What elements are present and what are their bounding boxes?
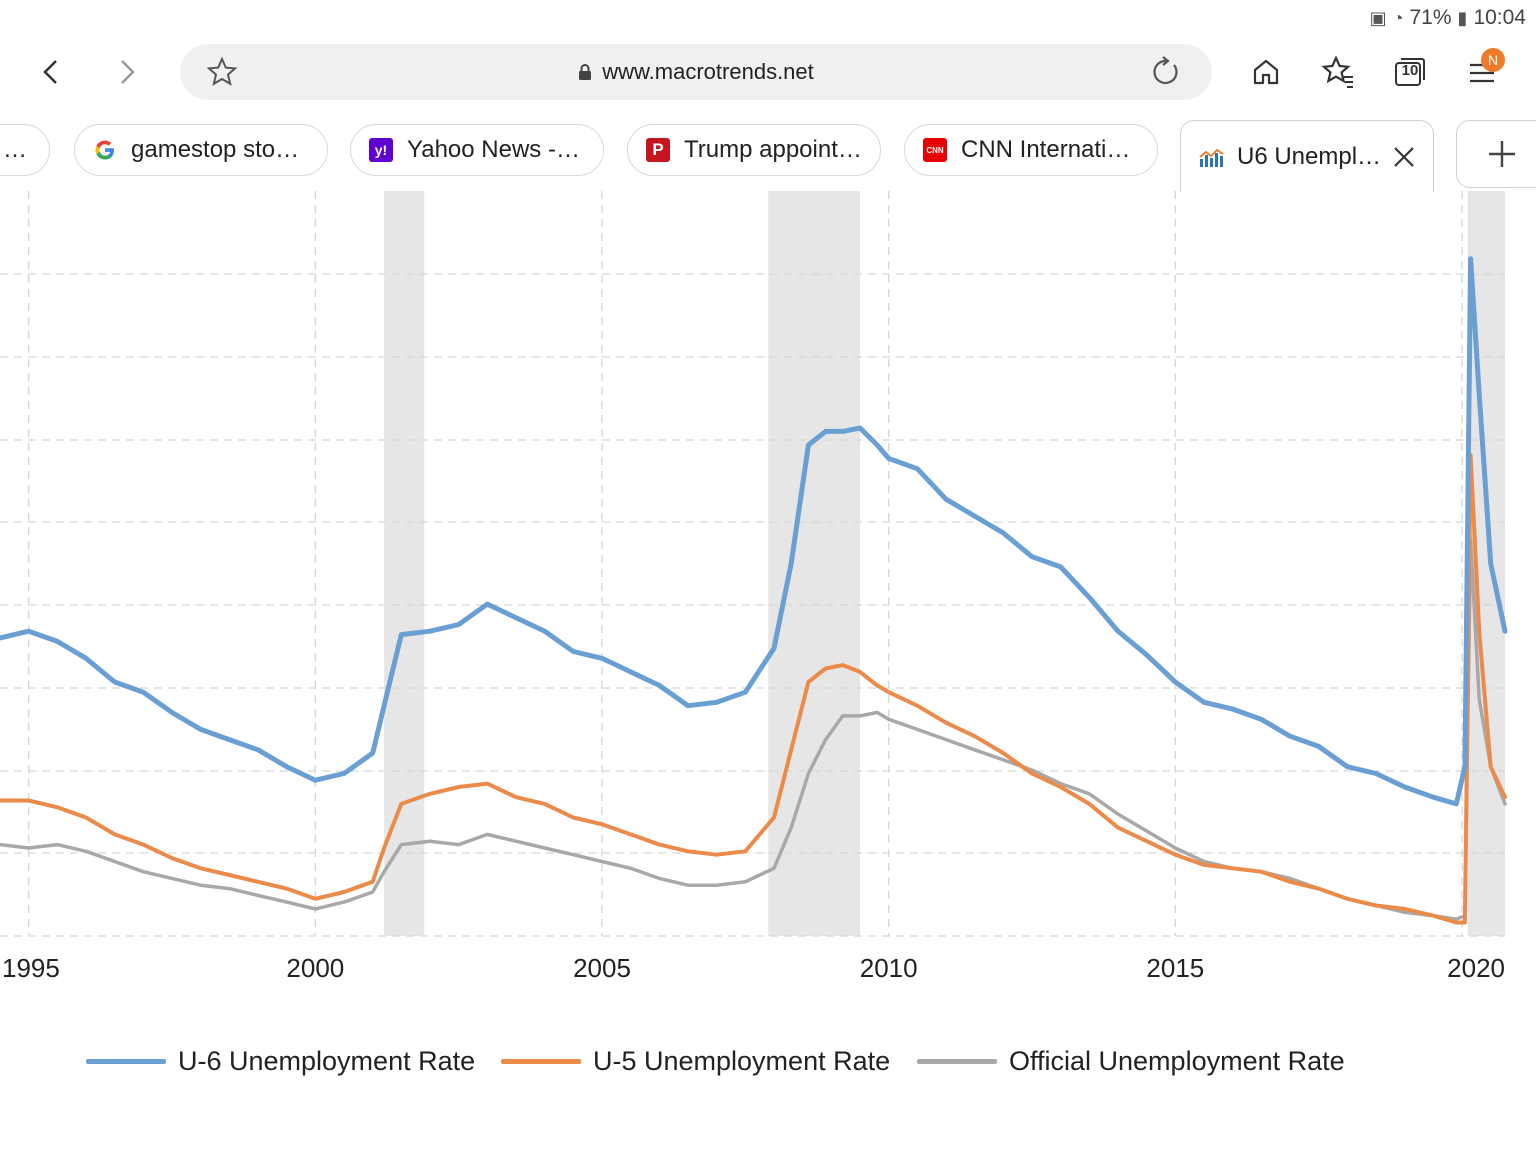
lock-icon [579, 64, 592, 80]
x-tick-label-1995: 1995 [2, 953, 60, 983]
wifi-icon: ◔ [1392, 7, 1404, 28]
tab-label: Yahoo News - … [407, 136, 585, 163]
battery-percent: 71% [1409, 6, 1452, 29]
x-tick-label-2005: 2005 [573, 953, 631, 983]
menu-button[interactable]: N [1452, 36, 1512, 108]
reload-icon[interactable] [1150, 56, 1182, 88]
tab-label: U6 Unempl… [1237, 142, 1382, 170]
cnn-icon: CNN [923, 138, 947, 162]
home-button[interactable] [1236, 36, 1296, 108]
url-text: www.macrotrends.net [602, 59, 814, 84]
forward-button[interactable] [96, 36, 156, 108]
grid [0, 191, 1505, 937]
tab-label: … [3, 136, 27, 163]
p-icon: P [646, 138, 670, 162]
new-tab-button[interactable] [1456, 120, 1536, 188]
series-lines [0, 256, 1508, 925]
home-icon [1253, 59, 1279, 85]
yahoo-icon: y! [369, 138, 393, 162]
x-tick-label-2010: 2010 [860, 953, 918, 983]
bookmark-star-icon[interactable] [206, 56, 238, 88]
legend-swatch-official [917, 1059, 997, 1064]
tab-partial[interactable]: … [0, 124, 50, 176]
google-icon [93, 138, 117, 162]
tab-yahoo-news[interactable]: y! Yahoo News - … [350, 124, 604, 176]
series-line-u5 [0, 453, 1507, 925]
address-bar[interactable]: www.macrotrends.net [180, 44, 1212, 100]
browser-toolbar: www.macrotrends.net 10 N [0, 36, 1536, 112]
legend-label-u5: U-5 Unemployment Rate [593, 1046, 891, 1076]
series-line-u6 [0, 256, 1508, 807]
tab-label: gamestop stoc… [131, 136, 309, 163]
status-icons: ▣ ◔ 71% ▮ 10:04 [1370, 6, 1526, 30]
recession-bands [384, 191, 1505, 936]
unemployment-chart: 1995 2000 2005 2010 2015 2020 [0, 191, 1508, 983]
x-axis-ticks: 1995 2000 2005 2010 2015 2020 [2, 953, 1505, 983]
clock: 10:04 [1473, 6, 1526, 29]
bookmarks-star-icon [1321, 55, 1353, 88]
menu-badge: N [1481, 48, 1505, 72]
bookmarks-button[interactable] [1308, 36, 1368, 108]
plus-icon [1489, 141, 1515, 167]
tabs-button[interactable]: 10 [1380, 36, 1440, 108]
tab-label: Trump appoint… [684, 136, 862, 163]
close-tab-icon[interactable] [1393, 146, 1415, 168]
legend-label-u6: U-6 Unemployment Rate [178, 1046, 476, 1076]
legend-swatch-u5 [501, 1059, 581, 1064]
notification-icon: ▣ [1369, 7, 1387, 28]
tab-label: CNN Internatio… [961, 136, 1139, 163]
tab-gamestop[interactable]: gamestop stoc… [74, 124, 328, 176]
legend-label-official: Official Unemployment Rate [1009, 1046, 1345, 1076]
recession-band-0 [384, 191, 425, 936]
x-tick-label-2015: 2015 [1146, 953, 1204, 983]
back-button[interactable] [22, 36, 82, 108]
forward-icon [121, 60, 135, 84]
tab-count: 10 [1401, 62, 1419, 79]
battery-icon: ▮ [1457, 7, 1468, 28]
status-bar: ▣ ◔ 71% ▮ 10:04 [0, 0, 1536, 36]
x-tick-label-2000: 2000 [286, 953, 344, 983]
tab-strip: … gamestop stoc… y! Yahoo News - … P Tru… [0, 112, 1536, 192]
legend-u5[interactable]: U-5 Unemployment Rate [501, 1046, 890, 1077]
legend-official[interactable]: Official Unemployment Rate [917, 1046, 1345, 1077]
tab-cnn[interactable]: CNN CNN Internatio… [904, 124, 1158, 176]
legend-u6[interactable]: U-6 Unemployment Rate [86, 1046, 475, 1077]
x-tick-label-2020: 2020 [1447, 953, 1505, 983]
back-icon [43, 60, 57, 84]
legend-swatch-u6 [86, 1059, 166, 1064]
macrotrends-icon [1199, 145, 1225, 169]
tab-u6-unemployment[interactable]: U6 Unempl… [1180, 120, 1434, 192]
tab-trump[interactable]: P Trump appoint… [627, 124, 881, 176]
tabs-icon [1395, 58, 1425, 86]
chart-legend: U-6 Unemployment Rate U-5 Unemployment R… [0, 1046, 1536, 1086]
recession-band-1 [768, 191, 860, 936]
